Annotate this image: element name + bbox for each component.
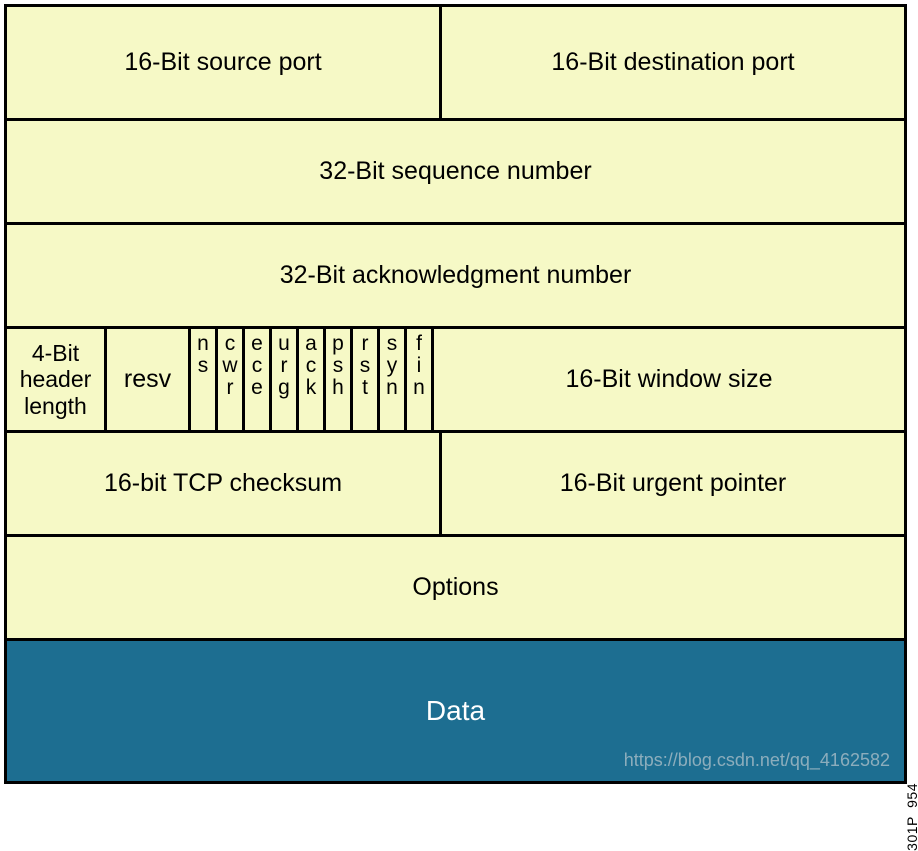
row-ack: 32-Bit acknowledgment number [7, 225, 904, 329]
flag-syn: syn [380, 329, 407, 430]
flag-rst: rst [353, 329, 380, 430]
flag-fin: fin [407, 329, 434, 430]
row-flags: 4-Bit header length resv ns cwr ece urg … [7, 329, 904, 433]
flag-cwr: cwr [218, 329, 245, 430]
field-resv: resv [107, 329, 191, 430]
field-dest-port: 16-Bit destination port [442, 7, 904, 118]
tcp-header-diagram: 16-Bit source port 16-Bit destination po… [4, 4, 907, 784]
row-checksum: 16-bit TCP checksum 16-Bit urgent pointe… [7, 433, 904, 537]
field-header-length: 4-Bit header length [7, 329, 107, 430]
figure-id-label: 301P_954 [904, 783, 918, 851]
field-window-size: 16-Bit window size [434, 329, 904, 430]
flag-ns: ns [191, 329, 218, 430]
field-checksum: 16-bit TCP checksum [7, 433, 442, 534]
row-seq: 32-Bit sequence number [7, 121, 904, 225]
field-data: Data https://blog.csdn.net/qq_4162582 [7, 641, 904, 781]
field-ack-number: 32-Bit acknowledgment number [7, 225, 904, 326]
row-data: Data https://blog.csdn.net/qq_4162582 [7, 641, 904, 781]
flag-urg: urg [272, 329, 299, 430]
flag-ece: ece [245, 329, 272, 430]
data-label: Data [426, 695, 485, 727]
flag-psh: psh [326, 329, 353, 430]
field-sequence-number: 32-Bit sequence number [7, 121, 904, 222]
field-urgent-pointer: 16-Bit urgent pointer [442, 433, 904, 534]
row-ports: 16-Bit source port 16-Bit destination po… [7, 7, 904, 121]
field-options: Options [7, 537, 904, 638]
row-options: Options [7, 537, 904, 641]
watermark-text: https://blog.csdn.net/qq_4162582 [624, 750, 890, 771]
flag-ack: ack [299, 329, 326, 430]
field-source-port: 16-Bit source port [7, 7, 442, 118]
